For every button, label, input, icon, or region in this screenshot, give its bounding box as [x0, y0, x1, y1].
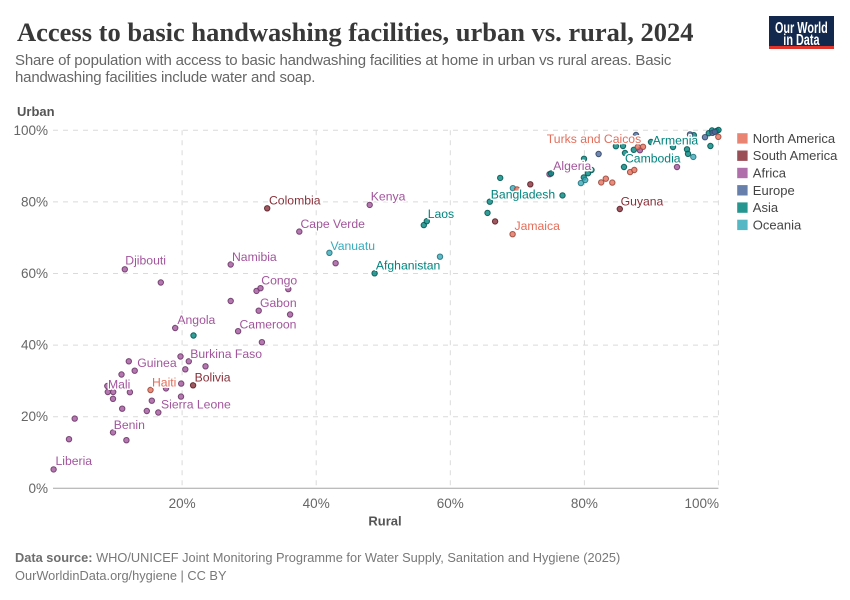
svg-text:100%: 100%: [684, 496, 719, 511]
svg-text:20%: 20%: [169, 496, 196, 511]
svg-text:Asia: Asia: [753, 200, 779, 215]
svg-text:60%: 60%: [437, 496, 464, 511]
svg-text:Turks and Caicos: Turks and Caicos: [547, 132, 641, 146]
svg-text:80%: 80%: [571, 496, 598, 511]
svg-text:100%: 100%: [13, 123, 48, 138]
svg-text:Kenya: Kenya: [371, 189, 406, 203]
svg-text:Armenia: Armenia: [653, 134, 699, 148]
svg-text:Europe: Europe: [753, 183, 795, 198]
svg-text:Angola: Angola: [177, 313, 215, 327]
svg-text:South America: South America: [753, 148, 838, 163]
svg-text:Congo: Congo: [261, 274, 297, 288]
svg-text:Cape Verde: Cape Verde: [301, 217, 366, 231]
svg-text:40%: 40%: [21, 338, 48, 353]
svg-text:Africa: Africa: [753, 166, 787, 181]
svg-text:Oceania: Oceania: [753, 217, 802, 232]
svg-text:Guyana: Guyana: [621, 194, 664, 208]
svg-text:Sierra Leone: Sierra Leone: [161, 398, 231, 412]
svg-text:60%: 60%: [21, 266, 48, 281]
svg-text:Laos: Laos: [428, 207, 454, 221]
svg-text:20%: 20%: [21, 409, 48, 424]
svg-text:Djibouti: Djibouti: [125, 254, 166, 268]
svg-text:Jamaica: Jamaica: [515, 219, 561, 233]
svg-text:Afghanistan: Afghanistan: [376, 259, 440, 273]
svg-text:North America: North America: [753, 131, 836, 146]
svg-text:Benin: Benin: [114, 418, 145, 432]
svg-text:Rural: Rural: [368, 514, 401, 529]
svg-text:Gabon: Gabon: [260, 296, 297, 310]
svg-text:Namibia: Namibia: [232, 250, 277, 264]
svg-text:Haiti: Haiti: [152, 376, 176, 390]
svg-text:80%: 80%: [21, 194, 48, 209]
svg-text:Bolivia: Bolivia: [195, 371, 231, 385]
svg-text:40%: 40%: [303, 496, 330, 511]
svg-text:Burkina Faso: Burkina Faso: [190, 347, 262, 361]
svg-text:Colombia: Colombia: [269, 193, 321, 207]
svg-text:Algeria: Algeria: [553, 159, 591, 173]
svg-text:Liberia: Liberia: [56, 454, 93, 468]
svg-text:Vanuatu: Vanuatu: [331, 239, 376, 253]
svg-text:0%: 0%: [28, 481, 48, 496]
svg-text:Cameroon: Cameroon: [240, 318, 297, 332]
svg-text:Mali: Mali: [108, 378, 130, 392]
svg-text:Bangladesh: Bangladesh: [491, 187, 555, 201]
svg-text:Guinea: Guinea: [137, 356, 177, 370]
svg-text:Cambodia: Cambodia: [625, 152, 681, 166]
